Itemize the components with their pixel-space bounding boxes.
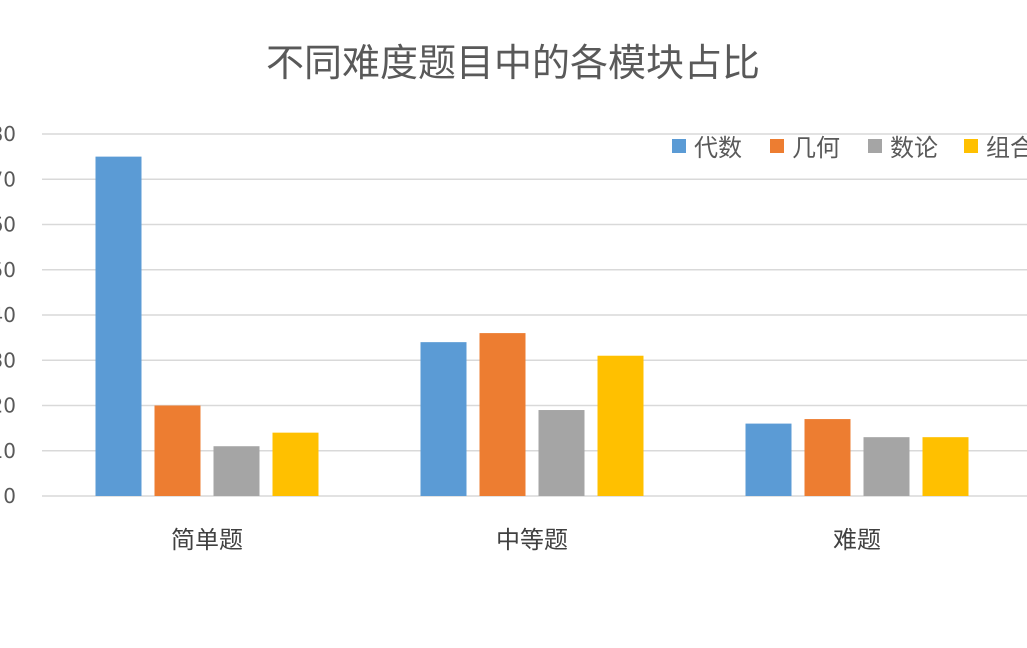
bar-组合-难题 [922,437,969,496]
bar-几何-简单题 [154,405,201,496]
y-tick-label-0: 0 [3,484,16,508]
legend-swatch-几何 [770,139,784,153]
bar-组合-中等题 [597,355,644,496]
bar-代数-简单题 [95,156,142,496]
legend-label-数论: 数论 [890,134,938,162]
legend-label-组合: 组合 [986,134,1027,162]
bar-代数-中等题 [420,342,467,496]
x-category-label-简单题: 简单题 [171,526,243,554]
bar-组合-简单题 [272,432,319,496]
x-axis-categories: 简单题 中等题 难题 [171,526,881,554]
legend-swatch-组合 [964,139,978,153]
bar-几何-难题 [804,419,851,496]
x-category-label-难题: 难题 [833,526,881,554]
legend: 代数 几何 数论 组合 [672,134,1027,162]
chart-title: 不同难度题目中的各模块占比 [266,41,760,85]
y-tick-label-80: 80 [0,122,16,146]
y-axis-ticks: 0 10 20 30 40 50 60 70 80 [0,122,16,508]
bar-数论-难题 [863,437,910,496]
grid-layer [42,133,1027,497]
bar-代数-难题 [745,423,792,496]
legend-swatch-数论 [868,139,882,153]
y-tick-label-10: 10 [0,439,16,463]
bar-数论-简单题 [213,446,260,496]
legend-label-代数: 代数 [694,134,742,162]
bar-几何-中等题 [479,333,526,496]
y-tick-label-20: 20 [0,394,16,418]
bars-layer [95,156,969,496]
y-tick-label-70: 70 [0,167,16,191]
legend-label-几何: 几何 [792,134,840,162]
bar-数论-中等题 [538,410,585,496]
y-tick-label-50: 50 [0,258,16,282]
x-category-label-中等题: 中等题 [496,526,568,554]
y-tick-label-40: 40 [0,303,16,327]
legend-swatch-代数 [672,139,686,153]
y-tick-label-30: 30 [0,348,16,372]
y-tick-label-60: 60 [0,213,16,237]
